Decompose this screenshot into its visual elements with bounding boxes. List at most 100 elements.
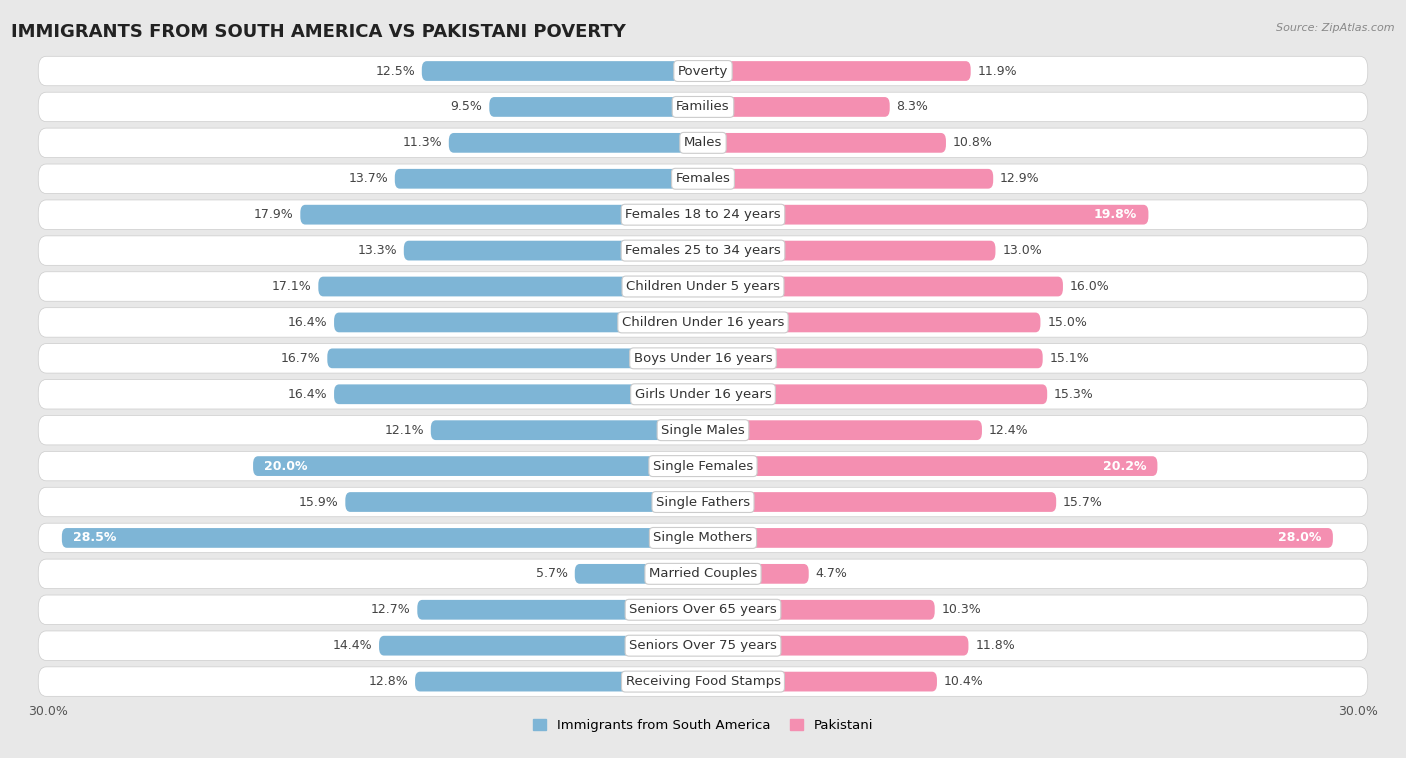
Text: 11.3%: 11.3%	[402, 136, 441, 149]
FancyBboxPatch shape	[703, 61, 970, 81]
FancyBboxPatch shape	[253, 456, 703, 476]
Text: 12.1%: 12.1%	[384, 424, 425, 437]
FancyBboxPatch shape	[38, 487, 1368, 517]
Text: 14.4%: 14.4%	[333, 639, 373, 652]
Text: 30.0%: 30.0%	[28, 705, 67, 718]
Text: 13.3%: 13.3%	[357, 244, 396, 257]
FancyBboxPatch shape	[38, 128, 1368, 158]
Text: 13.0%: 13.0%	[1002, 244, 1042, 257]
Text: 17.9%: 17.9%	[254, 208, 294, 221]
FancyBboxPatch shape	[38, 631, 1368, 660]
FancyBboxPatch shape	[335, 312, 703, 332]
FancyBboxPatch shape	[703, 349, 1043, 368]
Text: Source: ZipAtlas.com: Source: ZipAtlas.com	[1277, 23, 1395, 33]
Text: Single Males: Single Males	[661, 424, 745, 437]
Text: Families: Families	[676, 100, 730, 114]
Text: Single Females: Single Females	[652, 459, 754, 472]
Text: Females 18 to 24 years: Females 18 to 24 years	[626, 208, 780, 221]
Text: Females: Females	[675, 172, 731, 185]
Text: 30.0%: 30.0%	[1339, 705, 1378, 718]
Text: 12.4%: 12.4%	[988, 424, 1028, 437]
Text: 16.0%: 16.0%	[1070, 280, 1109, 293]
Text: 11.8%: 11.8%	[976, 639, 1015, 652]
FancyBboxPatch shape	[335, 384, 703, 404]
FancyBboxPatch shape	[703, 492, 1056, 512]
FancyBboxPatch shape	[703, 205, 1149, 224]
Text: 15.9%: 15.9%	[299, 496, 339, 509]
Text: Females 25 to 34 years: Females 25 to 34 years	[626, 244, 780, 257]
Text: 28.0%: 28.0%	[1278, 531, 1322, 544]
FancyBboxPatch shape	[575, 564, 703, 584]
FancyBboxPatch shape	[703, 528, 1333, 548]
FancyBboxPatch shape	[38, 200, 1368, 230]
FancyBboxPatch shape	[380, 636, 703, 656]
FancyBboxPatch shape	[38, 56, 1368, 86]
FancyBboxPatch shape	[38, 667, 1368, 697]
Text: 13.7%: 13.7%	[349, 172, 388, 185]
FancyBboxPatch shape	[38, 451, 1368, 481]
Text: 4.7%: 4.7%	[815, 567, 848, 581]
Text: Receiving Food Stamps: Receiving Food Stamps	[626, 675, 780, 688]
Text: Seniors Over 65 years: Seniors Over 65 years	[628, 603, 778, 616]
FancyBboxPatch shape	[422, 61, 703, 81]
FancyBboxPatch shape	[38, 523, 1368, 553]
Text: 12.7%: 12.7%	[371, 603, 411, 616]
FancyBboxPatch shape	[38, 272, 1368, 301]
FancyBboxPatch shape	[703, 169, 993, 189]
FancyBboxPatch shape	[703, 420, 981, 440]
FancyBboxPatch shape	[703, 241, 995, 261]
FancyBboxPatch shape	[703, 97, 890, 117]
Text: Single Fathers: Single Fathers	[657, 496, 749, 509]
Text: 10.3%: 10.3%	[942, 603, 981, 616]
Text: Girls Under 16 years: Girls Under 16 years	[634, 388, 772, 401]
Legend: Immigrants from South America, Pakistani: Immigrants from South America, Pakistani	[527, 714, 879, 738]
Text: 15.0%: 15.0%	[1047, 316, 1087, 329]
FancyBboxPatch shape	[430, 420, 703, 440]
FancyBboxPatch shape	[328, 349, 703, 368]
FancyBboxPatch shape	[38, 415, 1368, 445]
FancyBboxPatch shape	[404, 241, 703, 261]
Text: 8.3%: 8.3%	[897, 100, 928, 114]
Text: 9.5%: 9.5%	[451, 100, 482, 114]
FancyBboxPatch shape	[38, 343, 1368, 373]
FancyBboxPatch shape	[38, 380, 1368, 409]
FancyBboxPatch shape	[38, 92, 1368, 122]
FancyBboxPatch shape	[703, 636, 969, 656]
FancyBboxPatch shape	[62, 528, 703, 548]
FancyBboxPatch shape	[703, 600, 935, 619]
Text: 20.2%: 20.2%	[1102, 459, 1146, 472]
FancyBboxPatch shape	[489, 97, 703, 117]
Text: 12.8%: 12.8%	[368, 675, 408, 688]
Text: 16.4%: 16.4%	[288, 316, 328, 329]
Text: 16.4%: 16.4%	[288, 388, 328, 401]
Text: 10.8%: 10.8%	[953, 136, 993, 149]
Text: Seniors Over 75 years: Seniors Over 75 years	[628, 639, 778, 652]
Text: 16.7%: 16.7%	[281, 352, 321, 365]
FancyBboxPatch shape	[703, 277, 1063, 296]
FancyBboxPatch shape	[703, 384, 1047, 404]
FancyBboxPatch shape	[415, 672, 703, 691]
FancyBboxPatch shape	[301, 205, 703, 224]
Text: 20.0%: 20.0%	[264, 459, 308, 472]
Text: 5.7%: 5.7%	[536, 567, 568, 581]
FancyBboxPatch shape	[703, 133, 946, 152]
Text: Married Couples: Married Couples	[650, 567, 756, 581]
FancyBboxPatch shape	[418, 600, 703, 619]
Text: 11.9%: 11.9%	[977, 64, 1017, 77]
FancyBboxPatch shape	[38, 559, 1368, 588]
Text: 12.9%: 12.9%	[1000, 172, 1039, 185]
FancyBboxPatch shape	[703, 672, 936, 691]
Text: Males: Males	[683, 136, 723, 149]
Text: 15.3%: 15.3%	[1054, 388, 1094, 401]
Text: 12.5%: 12.5%	[375, 64, 415, 77]
FancyBboxPatch shape	[38, 308, 1368, 337]
FancyBboxPatch shape	[449, 133, 703, 152]
FancyBboxPatch shape	[703, 312, 1040, 332]
FancyBboxPatch shape	[38, 236, 1368, 265]
Text: 19.8%: 19.8%	[1094, 208, 1137, 221]
FancyBboxPatch shape	[395, 169, 703, 189]
Text: Single Mothers: Single Mothers	[654, 531, 752, 544]
Text: Children Under 5 years: Children Under 5 years	[626, 280, 780, 293]
Text: Children Under 16 years: Children Under 16 years	[621, 316, 785, 329]
FancyBboxPatch shape	[703, 564, 808, 584]
